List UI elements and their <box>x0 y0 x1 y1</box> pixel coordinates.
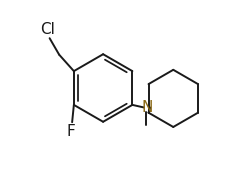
Text: F: F <box>67 124 75 139</box>
Text: Cl: Cl <box>40 22 55 37</box>
Text: N: N <box>141 100 152 115</box>
